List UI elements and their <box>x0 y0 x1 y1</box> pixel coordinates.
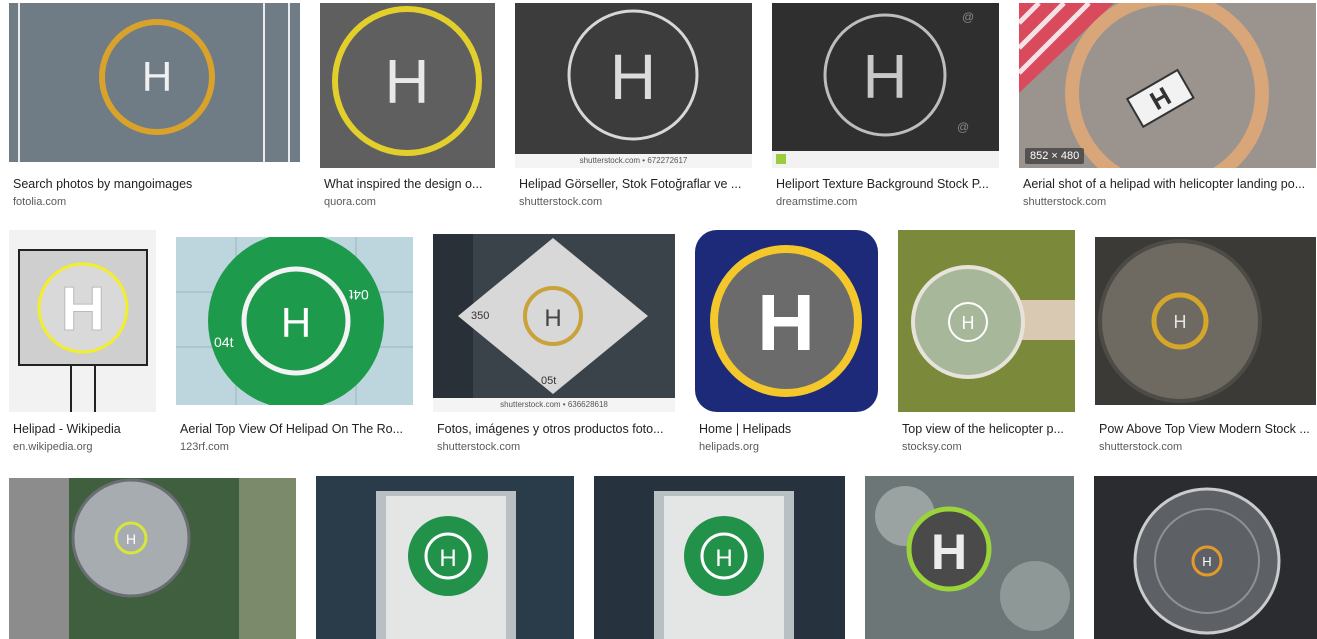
helipad-h-mark: H <box>61 275 106 344</box>
helipad-h-mark: H <box>439 545 456 572</box>
result-caption-8[interactable]: Fotos, imágenes y otros productos foto..… <box>437 422 664 436</box>
result-thumbnail-10[interactable]: H <box>898 230 1075 412</box>
result-source-9: helipads.org <box>699 441 759 453</box>
result-thumbnail-8[interactable]: H 350 05t shutterstock.com • 636628618 <box>433 234 675 412</box>
helipad-marking: 04t <box>214 334 234 350</box>
helipad-h-mark: H <box>544 305 561 332</box>
helipad-h-mark: H <box>1202 554 1211 569</box>
result-thumbnail-4[interactable]: H @ @ <box>772 3 999 168</box>
result-thumbnail-16[interactable]: H <box>1094 476 1317 639</box>
helipad-marking: 04t <box>349 287 369 303</box>
result-caption-5[interactable]: Aerial shot of a helipad with helicopter… <box>1023 177 1306 191</box>
result-caption-4[interactable]: Heliport Texture Background Stock P... <box>776 177 989 191</box>
result-source-8: shutterstock.com <box>437 441 521 453</box>
result-source-5: shutterstock.com <box>1023 196 1107 208</box>
result-thumbnail-9[interactable]: H <box>695 230 878 412</box>
helipad-h-mark: H <box>281 299 311 346</box>
result-source-7: 123rf.com <box>180 441 229 453</box>
result-source-2: quora.com <box>324 196 376 208</box>
helipad-h-mark: H <box>142 53 172 100</box>
watermark: shutterstock.com • 636628618 <box>433 398 675 412</box>
result-source-3: shutterstock.com <box>519 196 603 208</box>
result-thumbnail-12[interactable]: H <box>9 478 296 639</box>
result-source-11: shutterstock.com <box>1099 441 1183 453</box>
result-thumbnail-3[interactable]: H shutterstock.com • 672272617 <box>515 3 752 168</box>
result-caption-3[interactable]: Helipad Görseller, Stok Fotoğraflar ve .… <box>519 177 742 191</box>
result-thumbnail-2[interactable]: H <box>320 3 495 168</box>
result-thumbnail-1[interactable]: H <box>9 3 300 162</box>
helipad-h-mark: H <box>1174 312 1187 332</box>
result-thumbnail-11[interactable]: H <box>1095 237 1316 405</box>
result-thumbnail-15[interactable]: H <box>865 476 1074 639</box>
result-caption-6[interactable]: Helipad - Wikipedia <box>13 422 121 436</box>
result-caption-10[interactable]: Top view of the helicopter p... <box>902 422 1064 436</box>
helipad-h-mark: H <box>610 41 656 113</box>
result-caption-2[interactable]: What inspired the design o... <box>324 177 483 191</box>
result-source-10: stocksy.com <box>902 441 962 453</box>
helipad-marking: 05t <box>541 375 556 387</box>
helipad-h-mark: H <box>931 524 967 580</box>
helipad-h-mark: H <box>126 531 136 547</box>
svg-text:@: @ <box>962 10 974 24</box>
image-dimensions-badge: 852 × 480 <box>1025 148 1085 164</box>
result-thumbnail-13[interactable]: H <box>316 476 574 639</box>
result-caption-11[interactable]: Pow Above Top View Modern Stock ... <box>1099 422 1310 436</box>
svg-text:@: @ <box>957 120 969 134</box>
helipad-h-mark: H <box>757 278 815 367</box>
result-source-4: dreamstime.com <box>776 196 858 208</box>
result-caption-9[interactable]: Home | Helipads <box>699 422 792 436</box>
helipad-h-mark: H <box>715 545 732 572</box>
result-thumbnail-7[interactable]: H 04t 04t <box>176 237 413 405</box>
result-thumbnail-6[interactable]: H <box>9 230 156 412</box>
helipad-h-mark: H <box>863 43 908 112</box>
result-caption-7[interactable]: Aerial Top View Of Helipad On The Ro... <box>180 422 404 436</box>
helipad-h-mark: H <box>385 48 430 117</box>
helipad-h-mark: H <box>962 313 975 333</box>
result-thumbnail-14[interactable]: H <box>594 476 845 639</box>
watermark: shutterstock.com • 672272617 <box>515 154 752 168</box>
result-thumbnail-5[interactable]: H 852 × 480 <box>1019 3 1316 168</box>
helipad-marking: 350 <box>471 310 489 322</box>
result-source-6: en.wikipedia.org <box>13 441 93 453</box>
result-source-1: fotolia.com <box>13 196 67 208</box>
result-caption-1[interactable]: Search photos by mangoimages <box>13 177 193 191</box>
